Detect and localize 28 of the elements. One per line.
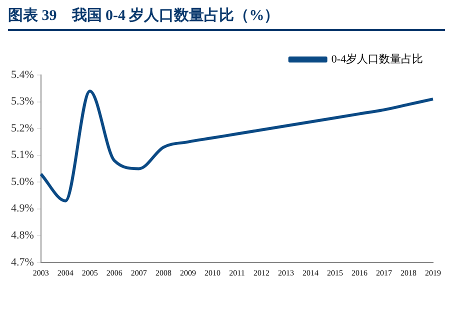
y-tick-label: 4.9% [10, 202, 34, 215]
x-tick-label: 2004 [57, 268, 74, 278]
line-series [39, 90, 434, 202]
y-tick-label: 5.1% [10, 149, 34, 162]
x-tick-label: 2014 [302, 268, 318, 278]
x-tick-label: 2013 [278, 268, 294, 278]
x-tick-label: 2011 [229, 268, 245, 278]
x-tick-label: 2006 [106, 268, 122, 278]
legend-label: 0-4岁人口数量占比 [331, 52, 424, 66]
x-tick-label: 2019 [425, 268, 441, 278]
y-tick-label: 5.0% [10, 176, 34, 188]
x-tick-label: 2015 [326, 268, 343, 278]
y-tick-label: 5.2% [10, 122, 34, 134]
x-tick-label: 2008 [155, 268, 172, 278]
y-tick-label: 4.8% [10, 230, 34, 242]
x-tick-label: 2018 [400, 268, 416, 278]
y-tick-label: 5.4% [10, 68, 34, 81]
x-tick-label: 2009 [180, 268, 196, 278]
x-tick-label: 2012 [253, 268, 270, 278]
y-tick-label: 5.3% [10, 96, 34, 108]
chart-title: 图表 39 我国 0-4 岁人口数量占比（%） [8, 6, 445, 31]
y-tick-label: 4.7% [10, 256, 34, 268]
x-tick-label: 2010 [204, 268, 220, 278]
x-tick-label: 2003 [32, 268, 49, 278]
x-tick-label: 2005 [82, 268, 98, 278]
x-tick-label: 2017 [376, 268, 392, 278]
x-tick-label: 2016 [351, 268, 368, 278]
x-tick-label: 2007 [130, 268, 147, 278]
